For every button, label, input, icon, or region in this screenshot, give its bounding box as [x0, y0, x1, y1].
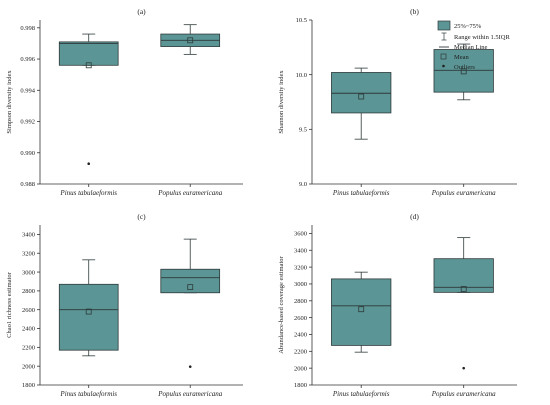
mean-marker: [460, 286, 467, 292]
category-label: Populus euramericana: [157, 189, 222, 197]
y-tick-label: 10.5: [296, 17, 307, 24]
y-tick-label: 1800: [22, 382, 35, 389]
box-group: [58, 33, 119, 165]
y-tick-label: 3400: [22, 232, 35, 239]
legend-median-label: Median Line: [454, 44, 488, 51]
y-tick-label: 0.990: [20, 150, 35, 157]
mean-marker: [187, 284, 194, 291]
y-tick-label: 9.0: [299, 181, 307, 188]
legend-box-label: 25%~75%: [454, 23, 482, 30]
iqr-box: [331, 278, 392, 346]
panel-3: 1800 2000 2200 2400 2600 2800 3000 3200 3400 3600…: [278, 212, 517, 398]
y-tick-label: 3000: [22, 269, 35, 276]
category-label: Populus euramericana: [431, 189, 496, 197]
y-tick-label: 2200: [294, 349, 307, 356]
category-label: Pinus tabulaeformis: [59, 390, 117, 398]
y-tick-label: 2600: [22, 307, 35, 314]
y-tick-label: 0.988: [20, 181, 35, 188]
category-label: Pinus tabulaeformis: [332, 390, 390, 398]
legend-outlier-swatch: [442, 64, 445, 68]
y-axis-label: Chao1 richness estimator: [6, 271, 13, 338]
legend: 25%~75% Range within 1.5IQR Median Line …: [437, 20, 510, 71]
iqr-box: [331, 72, 392, 114]
box-group: [433, 237, 494, 370]
y-tick-label: 9.5: [299, 127, 307, 134]
outlier-point: [188, 365, 192, 368]
outlier-point: [87, 162, 91, 165]
box-group: [160, 24, 221, 55]
mean-marker: [358, 306, 365, 313]
panel-label: (b): [410, 7, 419, 16]
category-label: Populus euramericana: [157, 390, 222, 398]
outlier-point: [462, 366, 466, 370]
y-tick-label: 0.992: [20, 119, 35, 126]
category-label: Pinus tabulaeformis: [332, 189, 390, 197]
y-tick-label: 3400: [294, 247, 307, 254]
legend-outliers-label: Outliers: [454, 64, 475, 71]
iqr-box: [58, 41, 119, 66]
y-tick-label: 0.998: [20, 25, 35, 32]
y-tick-label: 0.994: [20, 87, 35, 94]
y-tick-label: 2400: [22, 326, 35, 333]
panel-label: (c): [137, 212, 146, 221]
y-tick-label: 2200: [22, 345, 35, 352]
legend-whisker-swatch: [441, 32, 447, 41]
category-label: Populus euramericana: [431, 390, 496, 398]
y-tick-label: 2400: [294, 332, 307, 339]
mean-marker: [85, 62, 92, 69]
y-tick-label: 2800: [22, 288, 35, 295]
y-tick-label: 2800: [294, 298, 307, 305]
panel-label: (a): [137, 7, 146, 16]
y-tick-label: 2000: [294, 365, 307, 372]
y-tick-label: 0.996: [20, 56, 35, 63]
mean-marker: [358, 93, 365, 100]
iqr-box: [58, 283, 119, 351]
iqr-box: [160, 268, 221, 294]
panel-1: 9.0 9.5 10.0 10.5 Shannon diversity index (b)…: [278, 7, 517, 197]
y-tick-label: 2600: [294, 315, 307, 322]
legend-mean-swatch: [440, 53, 447, 60]
y-tick-label: 3600: [294, 231, 307, 238]
panel-2: 1800 2000 2200 2400 2600 2800 3000 3200 3400 Chao…: [6, 212, 243, 398]
legend-mean-label: Mean: [454, 54, 470, 61]
legend-box-swatch: [437, 20, 451, 31]
iqr-box: [433, 49, 494, 93]
panel-0: 0.988 0.990 0.992 0.994 0.996 0.998 Simpson di…: [6, 7, 243, 197]
panels: 0.988 0.990 0.992 0.994 0.996 0.998 Simpson di…: [6, 7, 517, 398]
box-group: [160, 238, 221, 368]
legend-whisker-label: Range within 1.5IQR: [454, 34, 510, 41]
y-tick-label: 2000: [22, 363, 35, 370]
box-group: [58, 259, 119, 357]
y-axis-label: Shannon diversity index: [278, 70, 285, 134]
box-group: [433, 43, 494, 101]
y-tick-label: 3200: [294, 264, 307, 271]
y-tick-label: 10.0: [296, 72, 307, 79]
mean-marker: [85, 308, 92, 315]
mean-marker: [187, 37, 194, 44]
box-group: [331, 271, 392, 353]
mean-marker: [460, 68, 467, 75]
y-tick-label: 3000: [294, 281, 307, 288]
panel-label: (d): [410, 212, 419, 221]
category-label: Pinus tabulaeformis: [59, 189, 117, 197]
y-tick-label: 1800: [294, 382, 307, 389]
y-axis-label: Simpson diversity index: [6, 70, 13, 134]
y-axis-label: Abundance-based coverage estimator: [278, 255, 285, 353]
box-group: [331, 67, 392, 140]
y-tick-label: 3200: [22, 250, 35, 257]
